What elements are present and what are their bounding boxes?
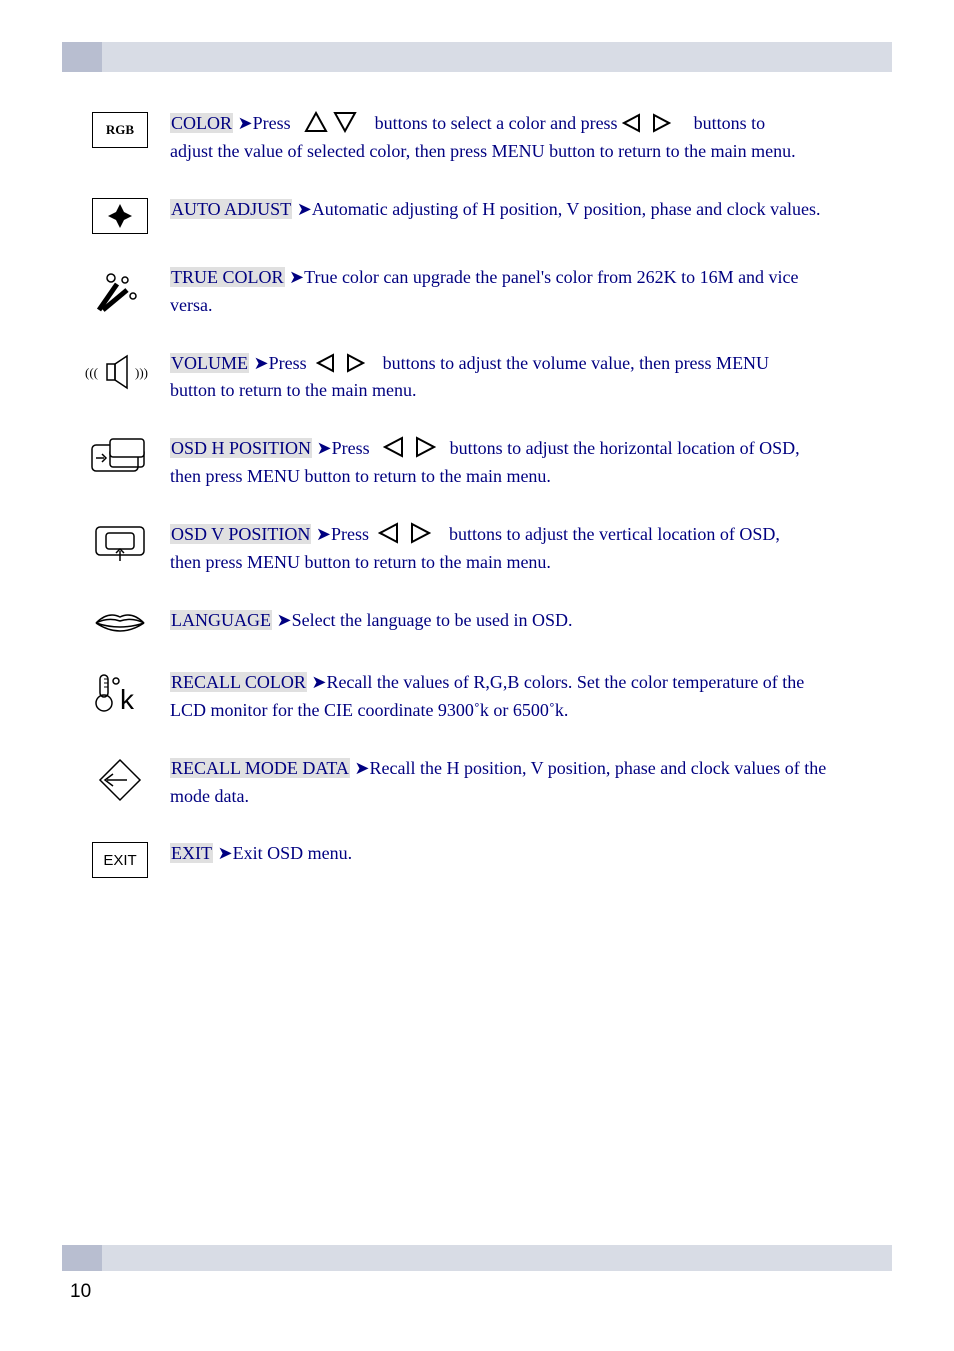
- text-language: LANGUAGE ➤Select the language to be used…: [170, 607, 890, 635]
- t: Press: [269, 353, 307, 373]
- exit-label: EXIT: [170, 843, 213, 863]
- icon-cell: [70, 435, 170, 475]
- recall-color-label: RECALL COLOR: [170, 672, 307, 692]
- auto-adjust-icon: [92, 198, 148, 234]
- header-bar: [62, 42, 892, 72]
- auto-adjust-label: AUTO ADJUST: [170, 199, 292, 219]
- svg-text:))): ))): [135, 365, 148, 380]
- text-exit: EXIT ➤Exit OSD menu.: [170, 840, 890, 868]
- triangle-right-icon: [409, 522, 431, 544]
- t: Automatic adjusting of H position, V pos…: [312, 199, 821, 219]
- t: Recall the H position, V position, phase…: [369, 758, 826, 778]
- row-color: RGB COLOR ➤Press buttons to select a col…: [70, 110, 890, 166]
- recall-mode-icon: [97, 757, 143, 803]
- icon-cell: RGB: [70, 110, 170, 148]
- triangle-right-icon: [651, 113, 671, 133]
- osd-v-icon: [90, 523, 150, 565]
- color-label: COLOR: [170, 113, 233, 133]
- icon-cell: [70, 521, 170, 565]
- row-osd-v: OSD V POSITION ➤Press buttons to adjust …: [70, 521, 890, 577]
- speaker-icon: ((( ))): [85, 352, 155, 392]
- triangle-left-icon: [316, 353, 336, 373]
- triangle-right-icon: [345, 353, 365, 373]
- text-volume: VOLUME ➤Press buttons to adjust the volu…: [170, 350, 890, 406]
- icon-cell: [70, 607, 170, 639]
- svg-text:k: k: [120, 684, 135, 715]
- exit-icon: EXIT: [92, 842, 148, 878]
- icon-cell: [70, 264, 170, 312]
- icon-cell: k: [70, 669, 170, 715]
- text-osd-h: OSD H POSITION ➤Press buttons to adjust …: [170, 435, 890, 491]
- osd-h-label: OSD H POSITION: [170, 438, 312, 458]
- lips-icon: [92, 609, 148, 639]
- t: Exit OSD menu.: [233, 843, 353, 863]
- text-recall-mode: RECALL MODE DATA ➤Recall the H position,…: [170, 755, 890, 811]
- volume-label: VOLUME: [170, 353, 249, 373]
- true-color-label: TRUE COLOR: [170, 267, 285, 287]
- row-auto-adjust: AUTO ADJUST ➤Automatic adjusting of H po…: [70, 196, 890, 234]
- icon-cell: EXIT: [70, 840, 170, 878]
- text-auto-adjust: AUTO ADJUST ➤Automatic adjusting of H po…: [170, 196, 890, 224]
- footer-bar-accent: [62, 1245, 102, 1271]
- row-volume: ((( ))) VOLUME ➤Press buttons to adjust …: [70, 350, 890, 406]
- text-recall-color: RECALL COLOR ➤Recall the values of R,G,B…: [170, 669, 890, 725]
- thermometer-k-icon: k: [92, 671, 148, 715]
- t: Press: [253, 113, 291, 133]
- t: buttons to adjust the vertical location …: [449, 524, 780, 544]
- row-true-color: TRUE COLOR ➤True color can upgrade the p…: [70, 264, 890, 320]
- t: then press MENU button to return to the …: [170, 552, 551, 572]
- row-language: LANGUAGE ➤Select the language to be used…: [70, 607, 890, 639]
- t: True color can upgrade the panel's color…: [304, 267, 798, 287]
- true-color-icon: [95, 266, 145, 312]
- t: Press: [332, 438, 370, 458]
- content-area: RGB COLOR ➤Press buttons to select a col…: [70, 110, 890, 908]
- t: adjust the value of selected color, then…: [170, 141, 796, 161]
- triangle-down-icon: [333, 111, 357, 133]
- t: Recall the values of R,G,B colors. Set t…: [326, 672, 804, 692]
- t: button to return to the main menu.: [170, 380, 416, 400]
- svg-text:(((: (((: [85, 365, 98, 380]
- header-bar-accent: [62, 42, 102, 72]
- t: buttons to adjust the horizontal locatio…: [450, 438, 800, 458]
- osd-h-icon: [90, 437, 150, 475]
- rgb-icon: RGB: [92, 112, 148, 148]
- triangle-left-icon: [622, 113, 642, 133]
- recall-mode-label: RECALL MODE DATA: [170, 758, 350, 778]
- text-color: COLOR ➤Press buttons to select a color a…: [170, 110, 890, 166]
- t: buttons to adjust the volume value, then…: [383, 353, 769, 373]
- triangle-left-icon: [383, 436, 405, 458]
- t: mode data.: [170, 786, 249, 806]
- t: Press: [331, 524, 369, 544]
- t: buttons to: [694, 113, 766, 133]
- t: buttons to select a color and press: [375, 113, 618, 133]
- icon-cell: [70, 196, 170, 234]
- row-exit: EXIT EXIT ➤Exit OSD menu.: [70, 840, 890, 878]
- triangle-right-icon: [414, 436, 436, 458]
- osd-v-label: OSD V POSITION: [170, 524, 311, 544]
- language-label: LANGUAGE: [170, 610, 272, 630]
- row-osd-h: OSD H POSITION ➤Press buttons to adjust …: [70, 435, 890, 491]
- t: then press MENU button to return to the …: [170, 466, 551, 486]
- footer-bar: [62, 1245, 892, 1271]
- row-recall-color: k RECALL COLOR ➤Recall the values of R,G…: [70, 669, 890, 725]
- icon-cell: [70, 755, 170, 803]
- text-osd-v: OSD V POSITION ➤Press buttons to adjust …: [170, 521, 890, 577]
- icon-cell: ((( ))): [70, 350, 170, 392]
- page-number: 10: [70, 1279, 91, 1306]
- triangle-left-icon: [378, 522, 400, 544]
- t: LCD monitor for the CIE coordinate 9300˚…: [170, 700, 568, 720]
- t: versa.: [170, 295, 212, 315]
- text-true-color: TRUE COLOR ➤True color can upgrade the p…: [170, 264, 890, 320]
- row-recall-mode: RECALL MODE DATA ➤Recall the H position,…: [70, 755, 890, 811]
- t: Select the language to be used in OSD.: [292, 610, 573, 630]
- triangle-up-icon: [304, 111, 328, 133]
